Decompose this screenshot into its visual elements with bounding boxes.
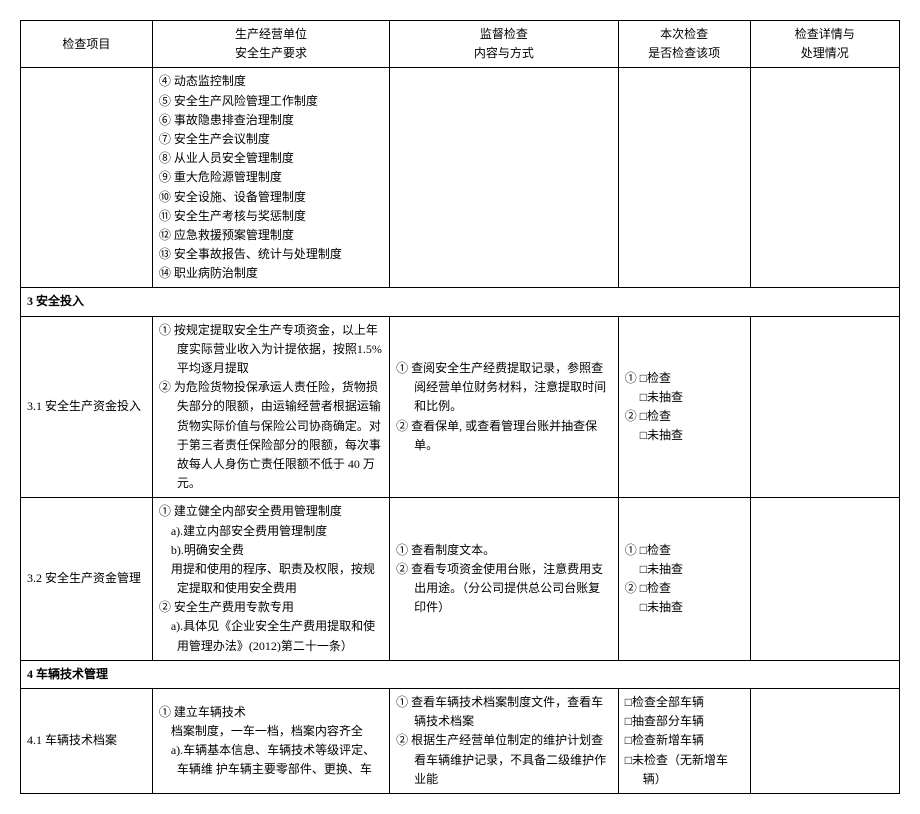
list-item: ⑥ 事故隐患排查治理制度 (159, 111, 383, 130)
row-41-name: 4.1 车辆技术档案 (21, 689, 153, 794)
list-item: ⑪ 安全生产考核与奖惩制度 (159, 207, 383, 226)
row-32: 3.2 安全生产资金管理 ① 建立健全内部安全费用管理制度 a).建立内部安全费… (21, 498, 900, 661)
row-41: 4.1 车辆技术档案 ① 建立车辆技术 档案制度，一车一档，档案内容齐全 a).… (21, 689, 900, 794)
header-col4: 本次检查 是否检查该项 (618, 21, 750, 68)
list-item: ② 查看保单, 或查看管理台账并抽查保单。 (396, 417, 612, 455)
list-item: ② 安全生产费用专款专用 (159, 598, 383, 617)
list-item: ⑩ 安全设施、设备管理制度 (159, 188, 383, 207)
list-item: ① 查阅安全生产经费提取记录，参照查阅经营单位财务材料，注意提取时间和比例。 (396, 359, 612, 417)
list-item: □检查新增车辆 (625, 731, 744, 750)
list-item: ① □检查 (625, 369, 744, 388)
row-31-opts: ① □检查 □未抽查② □检查 □未抽查 (618, 316, 750, 498)
list-item: ① □检查 (625, 541, 744, 560)
row-32-opts: ① □检查 □未抽查② □检查 □未抽查 (618, 498, 750, 661)
list-item: ① 查看制度文本。 (396, 541, 612, 560)
row-32-chk: ① 查看制度文本。② 查看专项资金使用台账，注意费用支出用途。（分公司提供总公司… (390, 498, 619, 661)
list-item: b).明确安全费 (159, 541, 383, 560)
list-item: □未抽查 (625, 426, 744, 445)
inspection-table: 检查项目 生产经营单位 安全生产要求 监督检查 内容与方式 本次检查 是否检查该… (20, 20, 900, 794)
list-item: a).具体见《企业安全生产费用提取和使用管理办法》(2012)第二十一条） (159, 617, 383, 655)
list-item: ② □检查 (625, 579, 744, 598)
list-item: □检查全部车辆 (625, 693, 744, 712)
list-item: ① 查看车辆技术档案制度文件，查看车辆技术档案 (396, 693, 612, 731)
header-col5: 检查详情与 处理情况 (750, 21, 899, 68)
list-item: □未抽查 (625, 388, 744, 407)
row-32-detail (750, 498, 899, 661)
list-item: ② □检查 (625, 407, 744, 426)
list-item: ① 按规定提取安全生产专项资金，以上年度实际营业收入为计提依据，按照1.5%平均… (159, 321, 383, 379)
section-4-title: 4 车辆技术管理 (21, 660, 900, 688)
cell-empty (390, 68, 619, 288)
row-31-name: 3.1 安全生产资金投入 (21, 316, 153, 498)
header-row: 检查项目 生产经营单位 安全生产要求 监督检查 内容与方式 本次检查 是否检查该… (21, 21, 900, 68)
row-41-detail (750, 689, 899, 794)
list-item: ④ 动态监控制度 (159, 72, 383, 91)
row-continued: ④ 动态监控制度⑤ 安全生产风险管理工作制度⑥ 事故隐患排查治理制度⑦ 安全生产… (21, 68, 900, 288)
list-item: 用提和使用的程序、职责及权限，按规定提取和使用安全费用 (159, 560, 383, 598)
list-item: ⑧ 从业人员安全管理制度 (159, 149, 383, 168)
list-item: ② 根据生产经营单位制定的维护计划查看车辆维护记录，不具备二级维护作业能 (396, 731, 612, 789)
list-item: 档案制度，一车一档，档案内容齐全 (159, 722, 383, 741)
cell-empty (21, 68, 153, 288)
cell-empty (618, 68, 750, 288)
list-item: ⑭ 职业病防治制度 (159, 264, 383, 283)
row-41-chk: ① 查看车辆技术档案制度文件，查看车辆技术档案② 根据生产经营单位制定的维护计划… (390, 689, 619, 794)
section-3-title: 3 安全投入 (21, 288, 900, 316)
list-item: □抽查部分车辆 (625, 712, 744, 731)
list-item: ⑨ 重大危险源管理制度 (159, 168, 383, 187)
header-col3: 监督检查 内容与方式 (390, 21, 619, 68)
row-32-req: ① 建立健全内部安全费用管理制度 a).建立内部安全费用管理制度 b).明确安全… (152, 498, 389, 661)
header-col1: 检查项目 (21, 21, 153, 68)
list-item: a).建立内部安全费用管理制度 (159, 522, 383, 541)
row-31: 3.1 安全生产资金投入 ① 按规定提取安全生产专项资金，以上年度实际营业收入为… (21, 316, 900, 498)
cell-topcont-req: ④ 动态监控制度⑤ 安全生产风险管理工作制度⑥ 事故隐患排查治理制度⑦ 安全生产… (152, 68, 389, 288)
list-item: a).车辆基本信息、车辆技术等级评定、车辆维 护车辆主要零部件、更换、车 (159, 741, 383, 779)
list-item: □未抽查 (625, 598, 744, 617)
row-31-req: ① 按规定提取安全生产专项资金，以上年度实际营业收入为计提依据，按照1.5%平均… (152, 316, 389, 498)
list-item: ① 建立车辆技术 (159, 703, 383, 722)
row-41-req: ① 建立车辆技术 档案制度，一车一档，档案内容齐全 a).车辆基本信息、车辆技术… (152, 689, 389, 794)
row-32-name: 3.2 安全生产资金管理 (21, 498, 153, 661)
section-3-header: 3 安全投入 (21, 288, 900, 316)
row-41-opts: □检查全部车辆□抽查部分车辆□检查新增车辆□未检查（无新增车辆） (618, 689, 750, 794)
row-31-chk: ① 查阅安全生产经费提取记录，参照查阅经营单位财务材料，注意提取时间和比例。② … (390, 316, 619, 498)
list-item: ② 查看专项资金使用台账，注意费用支出用途。（分公司提供总公司台账复印件） (396, 560, 612, 618)
list-item: □未检查（无新增车辆） (625, 751, 744, 789)
list-item: ⑬ 安全事故报告、统计与处理制度 (159, 245, 383, 264)
section-4-header: 4 车辆技术管理 (21, 660, 900, 688)
list-item: ⑤ 安全生产风险管理工作制度 (159, 92, 383, 111)
list-item: □未抽查 (625, 560, 744, 579)
list-item: ② 为危险货物投保承运人责任险，货物损失部分的限额，由运输经营者根据运输货物实际… (159, 378, 383, 493)
list-item: ⑫ 应急救援预案管理制度 (159, 226, 383, 245)
header-col2: 生产经营单位 安全生产要求 (152, 21, 389, 68)
row-31-detail (750, 316, 899, 498)
cell-empty (750, 68, 899, 288)
list-item: ① 建立健全内部安全费用管理制度 (159, 502, 383, 521)
list-item: ⑦ 安全生产会议制度 (159, 130, 383, 149)
